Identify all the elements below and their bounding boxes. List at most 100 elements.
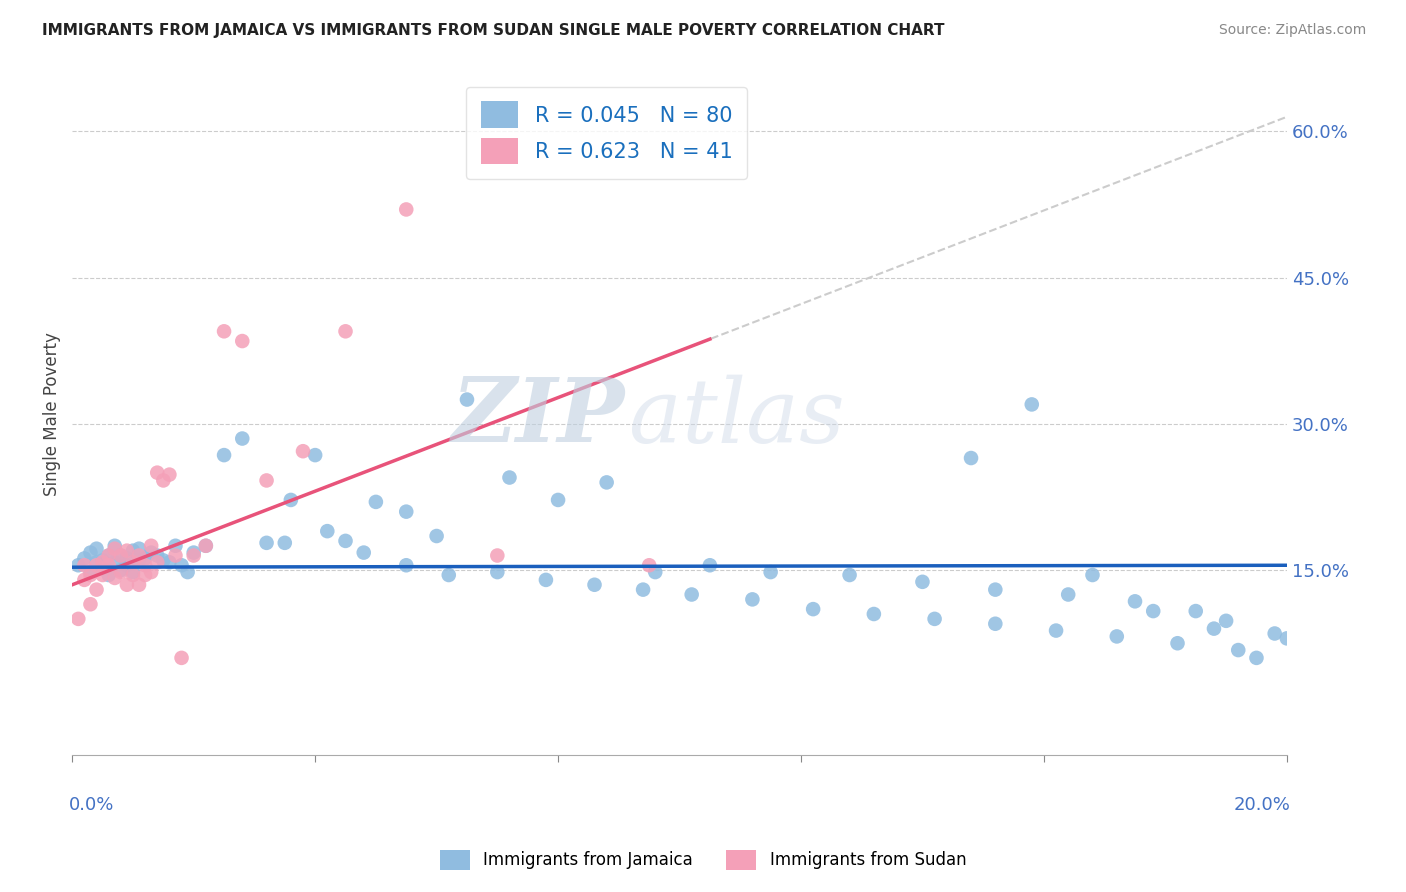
- Point: [86, 555, 108, 569]
- Point: [280, 492, 302, 507]
- Point: [1105, 629, 1128, 643]
- Point: [157, 555, 180, 569]
- Point: [86, 582, 108, 597]
- Point: [984, 582, 1007, 597]
- Point: [395, 558, 418, 573]
- Point: [274, 536, 297, 550]
- Point: [122, 568, 145, 582]
- Point: [316, 524, 339, 538]
- Point: [256, 536, 278, 550]
- Point: [486, 565, 509, 579]
- Text: atlas: atlas: [628, 374, 844, 461]
- Point: [79, 565, 101, 579]
- Point: [863, 607, 886, 621]
- Point: [911, 574, 934, 589]
- Point: [183, 549, 205, 563]
- Point: [152, 553, 174, 567]
- Point: [292, 444, 315, 458]
- Point: [134, 551, 156, 566]
- Point: [631, 582, 654, 597]
- Point: [1166, 636, 1188, 650]
- Point: [638, 558, 661, 573]
- Point: [104, 539, 127, 553]
- Point: [170, 558, 193, 573]
- Point: [1081, 568, 1104, 582]
- Point: [231, 432, 253, 446]
- Point: [681, 587, 703, 601]
- Point: [97, 568, 120, 582]
- Point: [73, 573, 96, 587]
- Point: [97, 558, 120, 573]
- Point: [595, 475, 617, 490]
- Point: [838, 568, 860, 582]
- Point: [1021, 397, 1043, 411]
- Point: [115, 558, 138, 573]
- Point: [73, 558, 96, 573]
- Text: ZIP: ZIP: [451, 375, 624, 461]
- Point: [699, 558, 721, 573]
- Point: [759, 565, 782, 579]
- Point: [152, 474, 174, 488]
- Point: [146, 555, 169, 569]
- Point: [194, 539, 217, 553]
- Point: [134, 568, 156, 582]
- Point: [741, 592, 763, 607]
- Point: [498, 470, 520, 484]
- Point: [1057, 587, 1080, 601]
- Point: [984, 616, 1007, 631]
- Point: [1227, 643, 1250, 657]
- Point: [364, 495, 387, 509]
- Point: [122, 555, 145, 569]
- Point: [110, 549, 132, 563]
- Point: [1142, 604, 1164, 618]
- Point: [231, 334, 253, 348]
- Point: [104, 555, 127, 569]
- Point: [194, 539, 217, 553]
- Point: [86, 541, 108, 556]
- Point: [110, 565, 132, 579]
- Point: [1045, 624, 1067, 638]
- Point: [960, 450, 983, 465]
- Point: [86, 558, 108, 573]
- Point: [67, 558, 90, 573]
- Point: [212, 448, 235, 462]
- Point: [801, 602, 824, 616]
- Point: [110, 563, 132, 577]
- Point: [256, 474, 278, 488]
- Point: [104, 541, 127, 556]
- Point: [644, 565, 666, 579]
- Legend: R = 0.045   N = 80, R = 0.623   N = 41: R = 0.045 N = 80, R = 0.623 N = 41: [467, 87, 747, 179]
- Point: [304, 448, 326, 462]
- Point: [97, 549, 120, 563]
- Point: [79, 597, 101, 611]
- Point: [115, 578, 138, 592]
- Point: [128, 549, 150, 563]
- Point: [1123, 594, 1146, 608]
- Point: [122, 543, 145, 558]
- Point: [426, 529, 449, 543]
- Point: [353, 545, 375, 559]
- Point: [134, 558, 156, 573]
- Point: [157, 467, 180, 482]
- Point: [183, 545, 205, 559]
- Text: 20.0%: 20.0%: [1233, 797, 1291, 814]
- Y-axis label: Single Male Poverty: Single Male Poverty: [44, 332, 60, 496]
- Point: [534, 573, 557, 587]
- Point: [122, 565, 145, 579]
- Point: [141, 545, 163, 559]
- Point: [141, 539, 163, 553]
- Point: [128, 541, 150, 556]
- Point: [91, 553, 114, 567]
- Point: [141, 565, 163, 579]
- Point: [1246, 651, 1268, 665]
- Point: [128, 578, 150, 592]
- Point: [165, 539, 187, 553]
- Point: [128, 553, 150, 567]
- Point: [104, 571, 127, 585]
- Legend: Immigrants from Jamaica, Immigrants from Sudan: Immigrants from Jamaica, Immigrants from…: [433, 843, 973, 877]
- Point: [1264, 626, 1286, 640]
- Point: [547, 492, 569, 507]
- Point: [335, 324, 357, 338]
- Point: [437, 568, 460, 582]
- Point: [91, 560, 114, 574]
